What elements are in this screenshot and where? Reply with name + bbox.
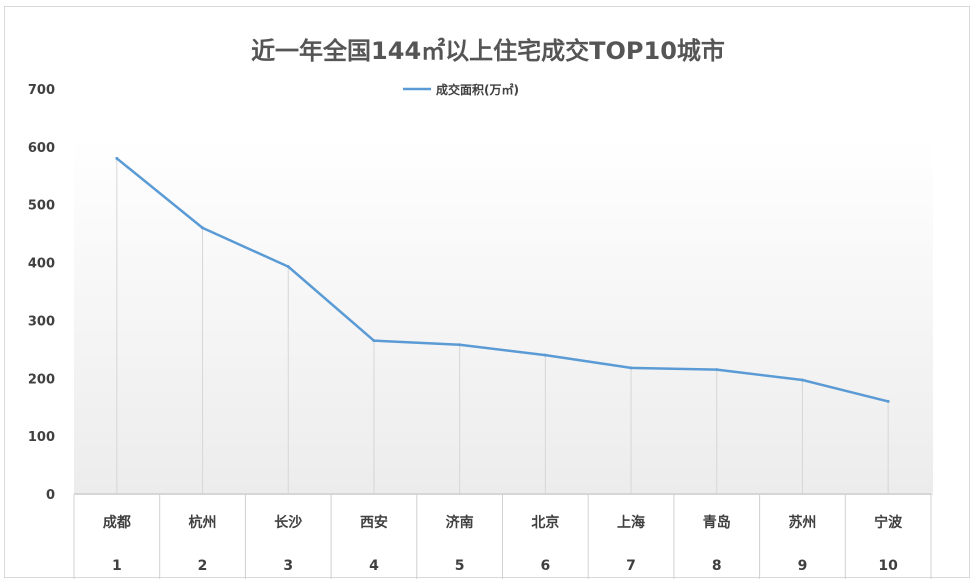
data-point <box>372 339 376 343</box>
x-category-label: 宁波 <box>874 514 903 531</box>
x-rank-label: 4 <box>369 558 379 574</box>
x-rank-label: 5 <box>455 558 465 574</box>
x-axis-table: 成都 1 杭州 2 长沙 3 西安 4 济南 5 北京 6 上海 7 青岛 8 苏州 9 宁波 10 <box>73 493 932 579</box>
legend: 成交面积(万㎡) <box>403 82 519 97</box>
data-point <box>629 366 633 370</box>
data-point <box>115 156 119 160</box>
x-category-label: 青岛 <box>703 514 731 531</box>
chart-title: 近一年全国144㎡以上住宅成交TOP10城市 <box>251 37 725 65</box>
line-chart: 近一年全国144㎡以上住宅成交TOP10城市 成交面积(万㎡) 0 100 200 3… <box>28 37 933 579</box>
x-category-label: 长沙 <box>274 514 302 531</box>
data-point <box>886 399 890 403</box>
y-tick-label: 500 <box>28 199 55 214</box>
x-rank-label: 3 <box>283 558 293 574</box>
data-point <box>543 353 547 357</box>
y-axis: 0 100 200 300 400 500 600 700 <box>28 83 55 503</box>
x-rank-label: 2 <box>198 558 208 574</box>
data-point <box>201 226 205 230</box>
data-point <box>458 343 462 347</box>
x-category-label: 杭州 <box>189 514 217 531</box>
x-rank-label: 7 <box>626 558 636 574</box>
y-tick-label: 0 <box>46 488 55 503</box>
y-tick-label: 600 <box>28 141 55 156</box>
x-category-label: 苏州 <box>788 514 816 531</box>
x-rank-label: 6 <box>540 558 550 574</box>
chart-frame: 近一年全国144㎡以上住宅成交TOP10城市 成交面积(万㎡) 0 100 200 3… <box>4 6 970 579</box>
x-category-label: 成都 <box>103 514 131 531</box>
series-line-path <box>116 157 889 403</box>
y-tick-label: 200 <box>28 372 55 387</box>
data-point <box>800 378 804 382</box>
legend-label: 成交面积(万㎡) <box>436 82 519 97</box>
y-tick-label: 300 <box>28 314 55 329</box>
x-category-label: 济南 <box>446 514 474 531</box>
plot-area-background <box>74 137 933 495</box>
x-rank-label: 8 <box>712 558 722 574</box>
data-point <box>715 368 719 372</box>
y-tick-label: 100 <box>28 430 55 445</box>
series-line <box>115 156 890 403</box>
x-category-label: 上海 <box>617 514 645 531</box>
y-tick-label: 400 <box>28 257 55 272</box>
x-rank-label: 1 <box>112 558 122 574</box>
x-category-label: 西安 <box>360 514 388 531</box>
y-tick-label: 700 <box>28 83 55 98</box>
x-category-label: 北京 <box>531 514 559 531</box>
data-point <box>286 265 290 269</box>
x-rank-label: 10 <box>878 558 898 574</box>
drop-lines <box>116 158 889 494</box>
x-rank-label: 9 <box>798 558 808 574</box>
